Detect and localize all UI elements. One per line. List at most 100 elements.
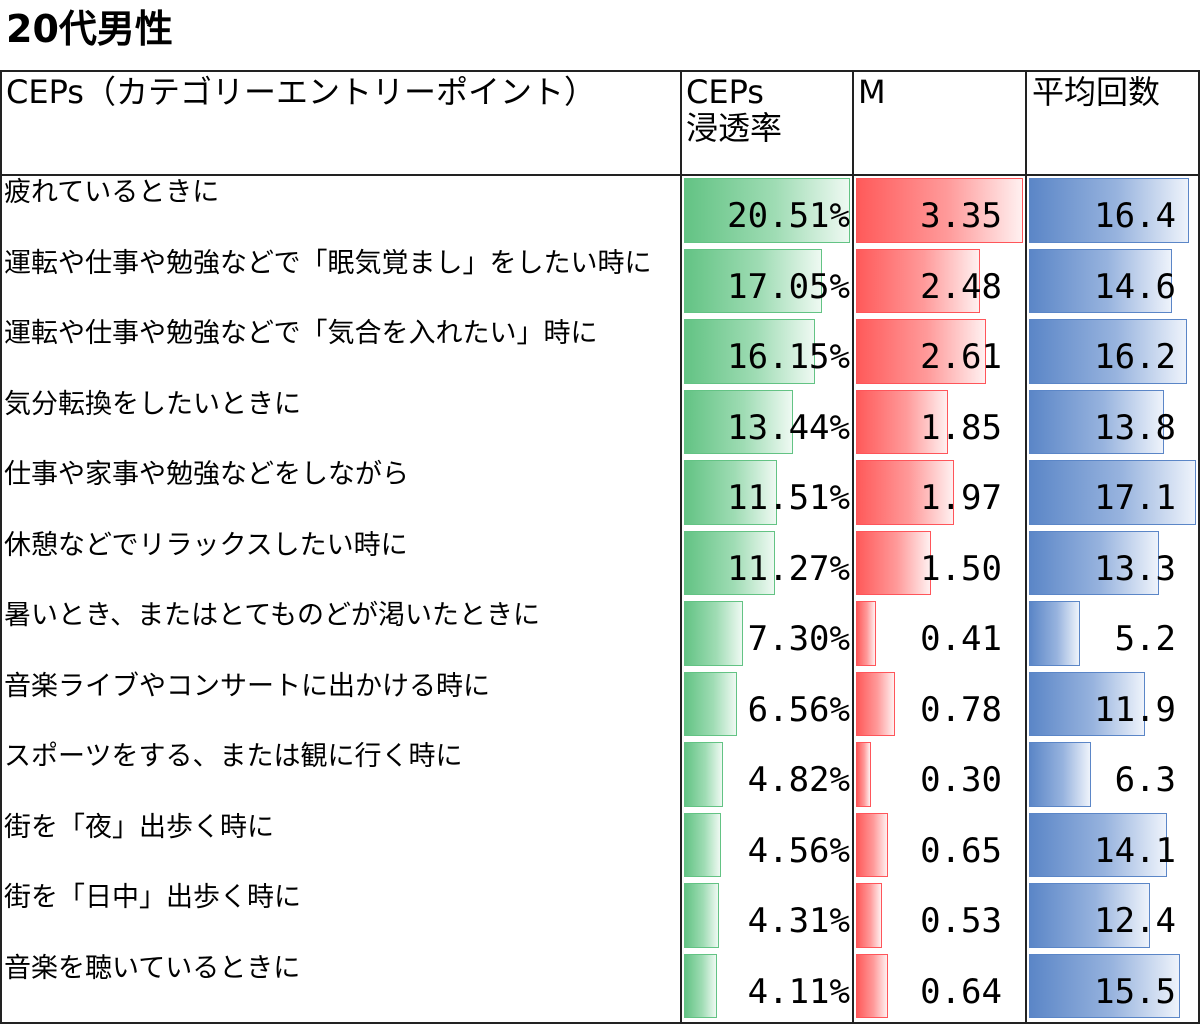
avg-value: 14.6 (1094, 266, 1176, 307)
m-value: 2.61 (920, 337, 1002, 377)
penetration-value: 20.51% (727, 196, 850, 236)
m-bar (856, 530, 931, 595)
cep-label: 音楽を聴いているときに (4, 952, 301, 984)
m-value: 0.65 (920, 830, 1002, 871)
avg-bar (1029, 389, 1164, 454)
avg-bar (1029, 671, 1146, 736)
cep-label: 休憩などでリラックスしたい時に (4, 529, 408, 561)
avg-bar (1029, 319, 1188, 384)
avg-value: 13.8 (1094, 407, 1176, 448)
m-bar (856, 812, 889, 877)
m-value: 1.97 (920, 478, 1002, 518)
avg-bar (1029, 248, 1172, 313)
page-title: 20代男性 (6, 7, 173, 51)
penetration-value: 11.51% (727, 478, 850, 518)
m-value: 1.50 (920, 548, 1002, 589)
col-border (0, 70, 2, 1024)
m-value: 2.48 (920, 266, 1002, 307)
avg-value: 6.3 (1114, 760, 1176, 800)
m-bar (856, 953, 888, 1018)
penetration-bar (684, 742, 723, 807)
avg-bar (1029, 953, 1181, 1018)
table-top-border (0, 70, 1200, 72)
penetration-value: 16.15% (727, 337, 850, 377)
cep-label: 疲れているときに (4, 177, 220, 208)
avg-value: 14.1 (1094, 830, 1176, 871)
penetration-bar (684, 530, 776, 595)
penetration-bar (684, 389, 793, 454)
m-bar (856, 178, 1023, 243)
col-border (1198, 70, 1200, 1024)
avg-value: 13.3 (1094, 548, 1176, 589)
col-border (852, 70, 854, 1024)
penetration-bar (684, 601, 744, 666)
m-bar (856, 601, 877, 666)
avg-bar (1029, 178, 1190, 243)
avg-bar (1029, 530, 1159, 595)
cep-label: 暑いとき、またはとてものどが渇いたときに (4, 600, 540, 631)
penetration-value: 4.31% (747, 901, 850, 941)
penetration-value: 17.05% (727, 266, 850, 307)
penetration-bar (684, 671, 738, 736)
header-m: M (858, 73, 886, 111)
penetration-bar (684, 248, 822, 313)
avg-bar (1029, 883, 1151, 948)
m-value: 0.64 (920, 971, 1002, 1012)
cep-label: スポーツをする、または観に行く時に (4, 741, 463, 772)
cep-table: CEPs（カテゴリーエントリーポイント） CEPs 浸透率 M 平均回数 疲れて… (0, 70, 1200, 1024)
penetration-bar (684, 460, 778, 525)
header-penetration-line2: 浸透率 (686, 109, 783, 147)
m-bar (856, 248, 980, 313)
cep-label: 気分転換をしたいときに (4, 388, 301, 420)
avg-value: 16.2 (1094, 337, 1176, 377)
m-bar (856, 742, 871, 807)
m-bar (856, 389, 949, 454)
header-avg: 平均回数 (1032, 73, 1161, 111)
m-value: 0.30 (920, 760, 1002, 800)
m-value: 1.85 (920, 407, 1002, 448)
penetration-bar (684, 883, 719, 948)
cep-label: 街を「夜」出歩く時に (4, 811, 274, 843)
avg-value: 15.5 (1094, 971, 1176, 1012)
header-bottom-border (0, 174, 1200, 176)
penetration-value: 4.82% (747, 760, 850, 800)
m-value: 0.53 (920, 901, 1002, 941)
m-value: 3.35 (920, 196, 1002, 236)
cep-label: 仕事や家事や勉強などをしながら (4, 459, 409, 490)
header-penetration-line1: CEPs (686, 73, 764, 111)
avg-bar (1029, 601, 1080, 666)
penetration-bar (684, 953, 718, 1018)
m-bar (856, 460, 955, 525)
avg-value: 16.4 (1094, 196, 1176, 236)
penetration-value: 4.11% (747, 971, 850, 1012)
cep-label: 街を「日中」出歩く時に (4, 882, 301, 913)
header-cep: CEPs（カテゴリーエントリーポイント） (6, 73, 596, 111)
m-value: 0.78 (920, 689, 1002, 730)
m-bar (856, 883, 883, 948)
cep-label: 運転や仕事や勉強などで「気合を入れたい」時に (4, 318, 598, 349)
penetration-value: 6.56% (747, 689, 850, 730)
avg-value: 12.4 (1094, 901, 1176, 941)
table-bottom-border (0, 1022, 1200, 1024)
penetration-bar (684, 178, 850, 243)
cep-label: 運転や仕事や勉強などで「眠気覚まし」をしたい時に (4, 247, 652, 279)
avg-value: 17.1 (1094, 478, 1176, 518)
m-bar (856, 671, 895, 736)
col-border (1025, 70, 1027, 1024)
penetration-bar (684, 319, 815, 384)
col-border (680, 70, 682, 1024)
penetration-value: 11.27% (727, 548, 850, 589)
avg-value: 11.9 (1094, 689, 1176, 730)
avg-value: 5.2 (1114, 619, 1176, 659)
m-bar (856, 319, 987, 384)
penetration-bar (684, 812, 721, 877)
avg-bar (1029, 460, 1196, 525)
m-value: 0.41 (920, 619, 1002, 659)
penetration-value: 13.44% (727, 407, 850, 448)
header-penetration: CEPs 浸透率 (686, 74, 782, 146)
cep-label: 音楽ライブやコンサートに出かける時に (4, 670, 490, 702)
penetration-value: 7.30% (747, 619, 850, 659)
penetration-value: 4.56% (747, 830, 850, 871)
avg-bar (1029, 812, 1167, 877)
avg-bar (1029, 742, 1091, 807)
